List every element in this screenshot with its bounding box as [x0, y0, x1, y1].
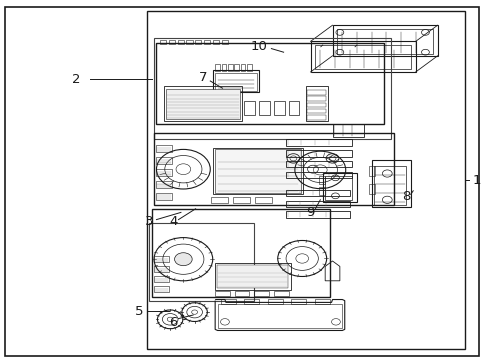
Bar [291, 299, 305, 304]
Bar [156, 193, 172, 200]
Bar [240, 64, 245, 71]
Bar [244, 101, 255, 115]
Bar [306, 115, 325, 120]
Bar [217, 265, 287, 288]
Bar [212, 40, 219, 44]
Text: 6: 6 [169, 316, 178, 329]
Text: 8: 8 [401, 190, 409, 203]
Bar [285, 172, 351, 178]
Bar [288, 101, 299, 115]
Bar [215, 263, 290, 290]
Bar [285, 161, 351, 167]
Bar [305, 86, 327, 121]
Bar [371, 160, 410, 207]
Bar [156, 43, 383, 124]
Bar [332, 25, 437, 56]
Bar [337, 29, 432, 54]
Bar [215, 73, 256, 91]
Bar [306, 103, 325, 107]
Bar [221, 40, 227, 44]
Bar [233, 197, 250, 203]
Bar [212, 70, 259, 92]
Text: 7: 7 [198, 71, 207, 84]
Bar [254, 291, 268, 296]
Text: 3: 3 [144, 215, 153, 228]
Bar [259, 101, 269, 115]
Bar [149, 223, 254, 301]
Bar [306, 90, 325, 95]
Bar [368, 166, 374, 176]
Bar [322, 173, 356, 202]
Bar [156, 169, 172, 176]
Text: 9: 9 [305, 206, 314, 219]
Bar [215, 291, 229, 296]
Bar [368, 184, 374, 194]
Bar [244, 299, 259, 304]
Bar [314, 299, 329, 304]
Bar [154, 38, 390, 139]
Bar [212, 148, 303, 194]
Text: 10: 10 [250, 40, 267, 53]
Bar [203, 40, 210, 44]
Bar [285, 139, 351, 146]
Bar [154, 276, 168, 282]
Bar [285, 201, 349, 207]
Bar [273, 101, 284, 115]
Bar [168, 40, 175, 44]
Bar [255, 197, 272, 203]
Bar [177, 40, 183, 44]
Bar [151, 209, 329, 297]
Bar [246, 64, 251, 71]
Bar [325, 176, 351, 200]
Bar [315, 45, 410, 69]
Bar [186, 40, 192, 44]
Bar [154, 133, 393, 205]
Text: 1: 1 [471, 174, 480, 186]
Bar [154, 266, 168, 272]
Bar [285, 190, 349, 196]
Bar [154, 256, 168, 262]
Bar [310, 41, 415, 72]
Bar [332, 124, 364, 137]
Bar [215, 64, 220, 71]
Bar [215, 149, 300, 193]
Bar [211, 197, 228, 203]
Bar [156, 145, 172, 152]
Bar [221, 299, 235, 304]
Bar [156, 157, 172, 164]
Text: 5: 5 [135, 305, 143, 318]
Bar [306, 96, 325, 101]
Bar [273, 291, 288, 296]
Bar [154, 286, 168, 292]
Bar [318, 176, 324, 184]
Bar [267, 299, 282, 304]
Text: 4: 4 [169, 215, 178, 228]
Text: 2: 2 [71, 73, 80, 86]
Bar [156, 181, 172, 188]
Bar [163, 86, 242, 121]
Bar [234, 291, 249, 296]
Bar [306, 109, 325, 113]
Bar [217, 304, 342, 328]
Bar [146, 11, 464, 349]
Bar [285, 211, 349, 218]
Bar [166, 89, 239, 119]
Bar [373, 166, 405, 205]
Bar [285, 150, 351, 157]
Bar [318, 187, 324, 195]
Bar [221, 64, 226, 71]
Bar [227, 64, 232, 71]
Circle shape [174, 253, 192, 266]
Bar [160, 40, 166, 44]
Bar [195, 40, 201, 44]
Bar [234, 64, 239, 71]
